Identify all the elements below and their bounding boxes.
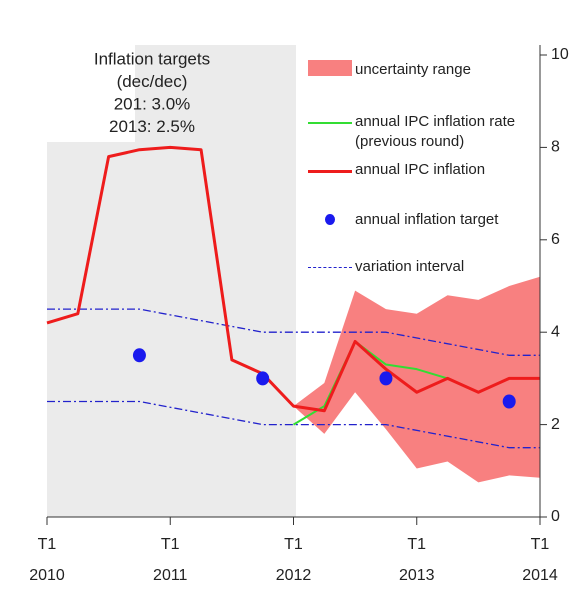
y-tick-label: 10 — [551, 46, 569, 63]
x-tick-year: 2013 — [399, 567, 435, 584]
x-tick-year: 2014 — [522, 567, 558, 584]
shaded-period — [135, 45, 296, 142]
x-tick-year: 2011 — [153, 567, 188, 584]
x-tick-year: 2012 — [276, 567, 312, 584]
interval-line — [47, 308, 540, 356]
x-tick-label: T1 — [407, 536, 426, 553]
x-tick-label: T1 — [284, 536, 303, 553]
annotation: 2013: 2.5% — [109, 117, 195, 136]
annotation: 201: 3.0% — [114, 94, 191, 113]
legend-swatch — [325, 214, 335, 225]
target-dot — [132, 348, 146, 363]
interval-line — [47, 400, 540, 449]
uncertainty-band — [293, 276, 540, 483]
x-tick-label: T1 — [38, 536, 57, 553]
y-tick-label: 6 — [551, 231, 560, 248]
target-dot — [379, 371, 393, 386]
legend-label: variation interval — [355, 258, 465, 275]
x-tick-year: 2010 — [29, 567, 65, 584]
x-tick-label: T1 — [161, 536, 180, 553]
y-tick-label: 4 — [551, 323, 560, 340]
target-dot — [502, 394, 516, 409]
annotation: Inflation targets — [94, 49, 210, 68]
shaded-period — [47, 142, 296, 517]
legend-swatch — [308, 170, 352, 173]
legend-swatch — [308, 60, 352, 76]
legend-label: uncertainty range — [355, 61, 471, 78]
legend-swatch — [308, 122, 352, 124]
legend-label: annual IPC inflation rate (previous roun… — [355, 113, 516, 150]
legend-swatch — [308, 267, 352, 268]
legend-label: annual IPC inflation — [355, 161, 486, 178]
y-tick-label: 8 — [551, 139, 560, 156]
annotation: (dec/dec) — [117, 72, 188, 91]
series-line — [46, 145, 540, 413]
x-tick-label: T1 — [531, 536, 550, 553]
target-dot — [256, 371, 270, 386]
y-tick-label: 2 — [551, 416, 560, 433]
y-tick-label: 0 — [551, 508, 560, 525]
legend-label: annual inflation target — [355, 211, 499, 228]
